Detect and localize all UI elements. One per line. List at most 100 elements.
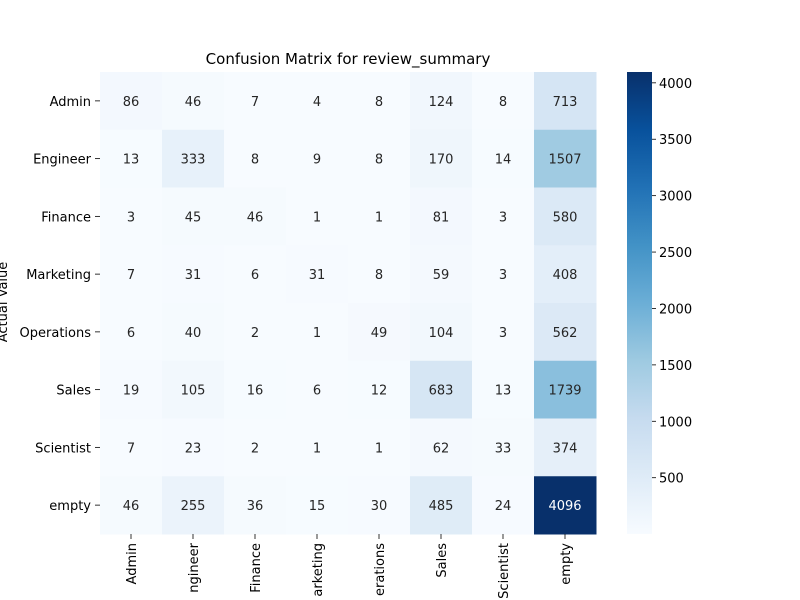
- heatmap-cell: [162, 418, 225, 477]
- cell-value: 16: [247, 384, 264, 399]
- y-axis-label: Actual Value: [0, 262, 11, 343]
- cell-value: 7: [127, 441, 135, 456]
- x-tick-label: Finance: [249, 543, 264, 593]
- cell-value: 59: [433, 268, 450, 283]
- colorbar-tick-label: 3000: [659, 190, 692, 205]
- cell-value: 7: [127, 268, 135, 283]
- cell-value: 81: [433, 210, 450, 225]
- cell-value: 2: [251, 441, 259, 456]
- x-tick-label: erations: [373, 543, 388, 596]
- cell-value: 8: [251, 153, 259, 168]
- heatmap-cell: [100, 129, 163, 188]
- cell-value: 13: [123, 153, 140, 168]
- cell-value: 713: [553, 95, 578, 110]
- colorbar-tick-label: 500: [659, 472, 684, 487]
- x-tick-label: Sales: [435, 543, 450, 578]
- heatmap-cell: [286, 129, 349, 188]
- heatmap-cell: [224, 72, 287, 131]
- heatmap-cell: [224, 476, 287, 535]
- heatmap-cell: [534, 476, 597, 535]
- heatmap-cell: [100, 476, 163, 535]
- cell-value: 14: [495, 153, 512, 168]
- cell-value: 1: [313, 326, 321, 341]
- cell-value: 86: [123, 95, 140, 110]
- cell-value: 30: [371, 499, 388, 514]
- heatmap-cell: [472, 418, 535, 477]
- heatmap-cell: [162, 72, 225, 131]
- cell-value: 374: [553, 441, 578, 456]
- cell-value: 170: [429, 153, 454, 168]
- y-tick-label: Scientist: [35, 441, 91, 456]
- cell-value: 9: [313, 153, 321, 168]
- heatmap-cell: [100, 72, 163, 131]
- cell-value: 31: [185, 268, 202, 283]
- cell-value: 49: [371, 326, 388, 341]
- heatmap-cell: [534, 303, 597, 362]
- cell-value: 4096: [548, 499, 581, 514]
- heatmap-cell: [472, 303, 535, 362]
- heatmap-cell: [410, 187, 473, 246]
- x-tick-label: Scientist: [497, 543, 512, 599]
- heatmap-cell: [100, 245, 163, 304]
- colorbar-tick-label: 3500: [659, 133, 692, 148]
- heatmap-cell: [286, 360, 349, 419]
- cell-value: 580: [553, 210, 578, 225]
- chart-title: Confusion Matrix for review_summary: [206, 50, 491, 69]
- heatmap-cell: [348, 360, 411, 419]
- cell-value: 105: [181, 384, 206, 399]
- cell-value: 1: [313, 210, 321, 225]
- heatmap-cell: [162, 129, 225, 188]
- x-tick-label: ngineer: [187, 542, 202, 592]
- heatmap-cell: [472, 476, 535, 535]
- y-tick-label: Sales: [56, 384, 91, 399]
- cell-value: 683: [429, 384, 454, 399]
- colorbar-tick-label: 4000: [659, 77, 692, 92]
- heatmap-cell: [534, 129, 597, 188]
- x-tick-label: Admin: [125, 543, 140, 584]
- heatmap-cell: [410, 360, 473, 419]
- heatmap-cell: [534, 245, 597, 304]
- heatmap-cell: [162, 476, 225, 535]
- colorbar: [627, 72, 652, 534]
- cell-value: 46: [247, 210, 264, 225]
- cell-value: 8: [375, 268, 383, 283]
- heatmap-cell: [472, 129, 535, 188]
- colorbar-tick-label: 2000: [659, 302, 692, 317]
- cell-value: 562: [553, 326, 578, 341]
- colorbar-tick-label: 1500: [659, 359, 692, 374]
- cell-value: 8: [375, 153, 383, 168]
- heatmap-cell: [100, 303, 163, 362]
- heatmap-cell: [100, 360, 163, 419]
- cell-value: 15: [309, 499, 326, 514]
- y-tick-label: Admin: [50, 95, 91, 110]
- cell-value: 124: [429, 95, 454, 110]
- heatmap-cell: [224, 303, 287, 362]
- cell-value: 1: [375, 210, 383, 225]
- heatmap-cell: [162, 245, 225, 304]
- heatmap-cell: [224, 129, 287, 188]
- cell-value: 1739: [548, 384, 581, 399]
- x-tick-labels: Admin ngineer Finance arketing erations Sales…: [125, 534, 574, 599]
- cell-value: 3: [499, 210, 507, 225]
- x-tick-label: arketing: [311, 543, 326, 597]
- heatmap-cell: [224, 187, 287, 246]
- y-tick-label: Engineer: [33, 153, 92, 168]
- cell-value: 6: [313, 384, 321, 399]
- heatmap-cell: [348, 72, 411, 131]
- colorbar-tick-label: 2500: [659, 246, 692, 261]
- heatmap-cell: [410, 476, 473, 535]
- heatmap-cell: [410, 72, 473, 131]
- heatmap-cell: [410, 303, 473, 362]
- heatmap-cell: [348, 129, 411, 188]
- x-tick-label: empty: [559, 543, 574, 585]
- cell-value: 3: [499, 268, 507, 283]
- heatmap-cell: [472, 72, 535, 131]
- cell-value: 62: [433, 441, 450, 456]
- colorbar-tick-labels: 500 1000 1500 2000 2500 3000 3500 4000: [652, 77, 692, 487]
- cell-value: 104: [429, 326, 454, 341]
- heatmap-cell: [286, 187, 349, 246]
- cell-value: 7: [251, 95, 259, 110]
- heatmap-cell: [100, 187, 163, 246]
- cell-value: 24: [495, 499, 512, 514]
